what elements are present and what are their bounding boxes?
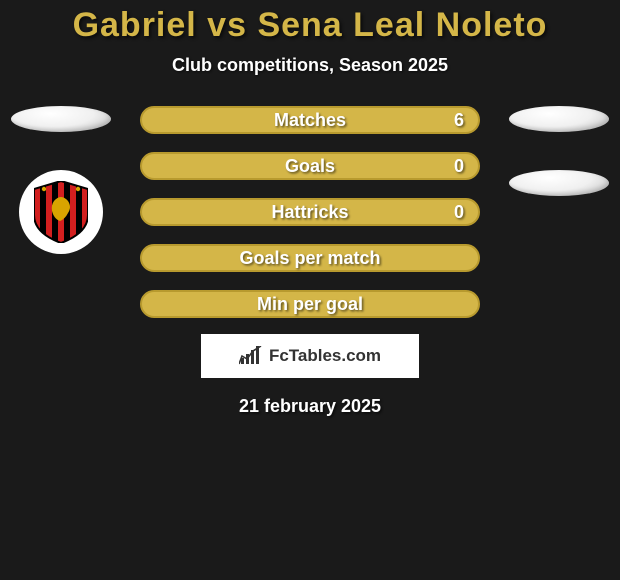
player-right-column bbox=[504, 106, 614, 196]
player-left-column bbox=[6, 106, 116, 254]
stat-label: Matches bbox=[142, 110, 478, 131]
bar-chart-icon bbox=[239, 346, 263, 366]
stat-label: Goals bbox=[142, 156, 478, 177]
subtitle: Club competitions, Season 2025 bbox=[0, 55, 620, 76]
attribution-text: FcTables.com bbox=[269, 346, 381, 366]
player-right-club-badge-placeholder bbox=[509, 170, 609, 196]
player-right-avatar-placeholder bbox=[509, 106, 609, 132]
stat-label: Goals per match bbox=[142, 248, 478, 269]
stat-row: Matches6 bbox=[140, 106, 480, 134]
player-left-avatar-placeholder bbox=[11, 106, 111, 132]
stat-value-right: 0 bbox=[454, 200, 464, 224]
stat-label: Min per goal bbox=[142, 294, 478, 315]
stat-value-right: 6 bbox=[454, 108, 464, 132]
comparison-date: 21 february 2025 bbox=[0, 396, 620, 417]
stat-row: Min per goal bbox=[140, 290, 480, 318]
club-shield-icon bbox=[34, 181, 88, 243]
stat-value-right: 0 bbox=[454, 154, 464, 178]
player-left-club-badge bbox=[19, 170, 103, 254]
stat-label: Hattricks bbox=[142, 202, 478, 223]
attribution-badge: FcTables.com bbox=[201, 334, 419, 378]
stat-row: Goals per match bbox=[140, 244, 480, 272]
stats-list: Matches6Goals0Hattricks0Goals per matchM… bbox=[140, 106, 480, 318]
page-title: Gabriel vs Sena Leal Noleto bbox=[0, 0, 620, 45]
stat-row: Goals0 bbox=[140, 152, 480, 180]
content-area: Matches6Goals0Hattricks0Goals per matchM… bbox=[0, 106, 620, 417]
stat-row: Hattricks0 bbox=[140, 198, 480, 226]
